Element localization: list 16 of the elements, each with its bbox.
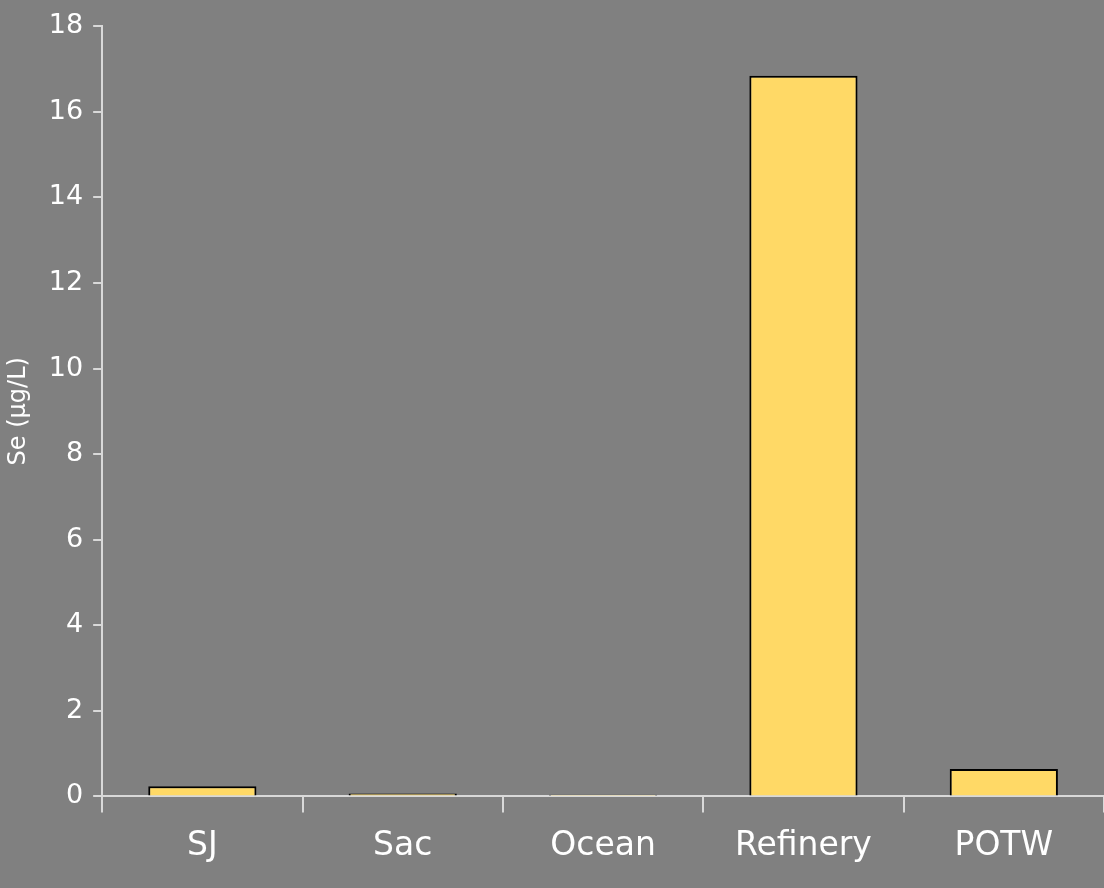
y-tick-label: 18 bbox=[48, 8, 84, 40]
y-axis-title: Se (µg/L) bbox=[2, 357, 31, 466]
x-tick-label: POTW bbox=[954, 823, 1054, 863]
x-tick-label: Ocean bbox=[550, 823, 656, 863]
x-tick-label: Refinery bbox=[735, 823, 872, 863]
y-tick-label: 12 bbox=[48, 264, 84, 296]
y-tick-label: 4 bbox=[65, 607, 84, 639]
y-tick-label: 0 bbox=[65, 778, 84, 810]
y-tick-label: 2 bbox=[65, 692, 84, 724]
y-tick-label: 16 bbox=[48, 93, 84, 125]
y-tick-label: 8 bbox=[65, 436, 84, 468]
y-tick-label: 6 bbox=[65, 521, 84, 553]
x-tick-label: Sac bbox=[373, 823, 433, 863]
y-tick-label: 14 bbox=[48, 179, 84, 211]
x-tick-label: SJ bbox=[187, 823, 218, 863]
y-tick-label: 10 bbox=[48, 350, 84, 382]
